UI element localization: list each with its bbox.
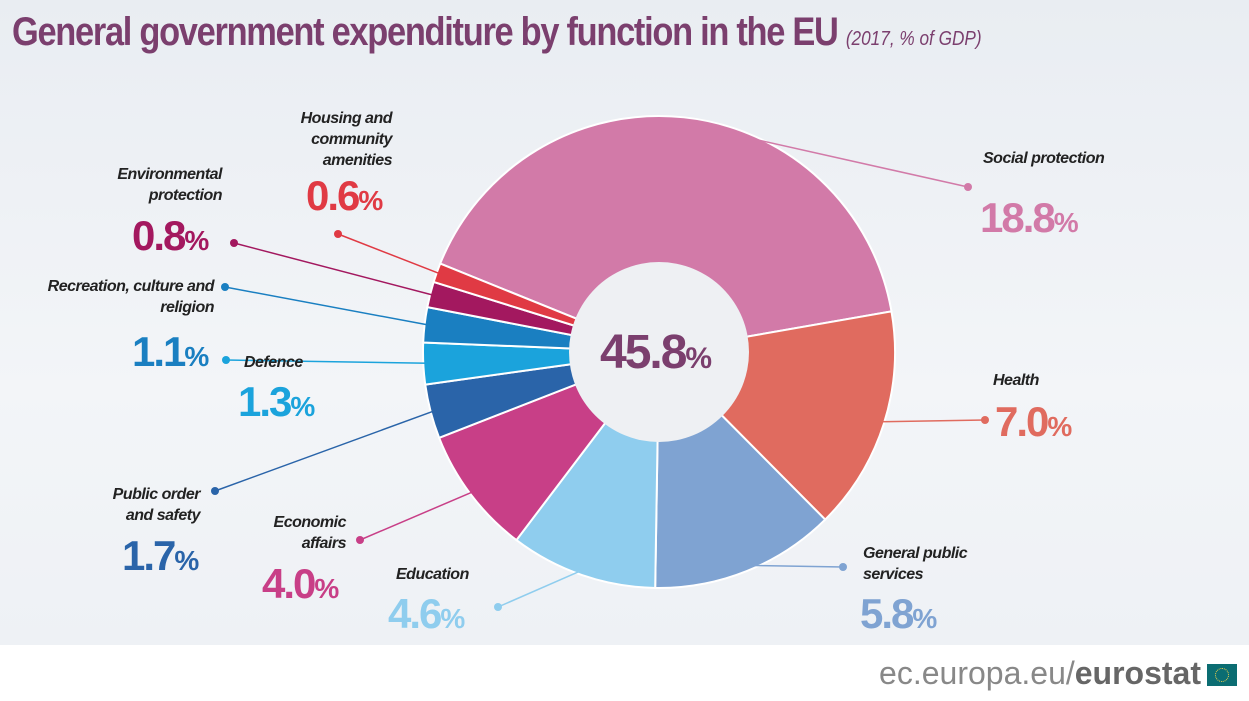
leader-dot xyxy=(356,536,364,544)
leader-dot xyxy=(230,239,238,247)
total-value: 45.8% xyxy=(600,326,712,379)
label-economic-affairs: Economic affairs xyxy=(273,514,347,552)
value-public-order-and-safety: 1.7% xyxy=(122,532,199,579)
leader-line xyxy=(214,409,437,492)
value-social-protection: 18.8% xyxy=(980,194,1079,241)
leader-dot xyxy=(494,603,502,611)
label-general-public-services: General public services xyxy=(863,545,968,583)
leader-dot xyxy=(964,183,972,191)
leader-line xyxy=(683,122,969,188)
value-economic-affairs: 4.0% xyxy=(262,560,339,607)
footer-site[interactable]: ec.europa.eu/ xyxy=(879,655,1075,691)
label-defence: Defence xyxy=(244,354,303,371)
label-social-protection: Social protection xyxy=(983,150,1105,167)
footer-source[interactable]: ec.europa.eu/eurostat xyxy=(879,655,1201,692)
value-recreation-culture-religion: 1.1% xyxy=(132,328,209,375)
leader-line xyxy=(225,359,430,365)
value-defence: 1.3% xyxy=(238,378,315,425)
leader-line xyxy=(497,568,585,608)
chart-subtitle: (2017, % of GDP) xyxy=(845,28,982,50)
leader-line xyxy=(878,419,986,423)
label-public-order-and-safety: Public order and safety xyxy=(112,486,201,524)
leader-line xyxy=(744,564,844,568)
leader-dot xyxy=(222,356,230,364)
eu-flag-icon xyxy=(1207,664,1237,686)
leader-dot xyxy=(839,563,847,571)
leader-line xyxy=(359,489,476,541)
leader-dot xyxy=(211,487,219,495)
leader-line xyxy=(337,233,443,276)
label-housing-community-amenities: Housing and community amenities xyxy=(300,110,393,169)
leader-line xyxy=(233,242,437,297)
label-health: Health xyxy=(993,372,1039,389)
value-environmental-protection: 0.8% xyxy=(132,212,209,259)
donut-hole xyxy=(569,262,749,442)
value-general-public-services: 5.8% xyxy=(860,590,937,637)
title-text: General government expenditure by functi… xyxy=(12,10,839,54)
value-education: 4.6% xyxy=(388,590,465,637)
leader-dot xyxy=(221,283,229,291)
leader-dot xyxy=(334,230,342,238)
footer-brand[interactable]: eurostat xyxy=(1074,655,1201,691)
value-health: 7.0% xyxy=(995,398,1072,445)
leader-line xyxy=(224,286,431,327)
label-environmental-protection: Environmental protection xyxy=(117,166,222,204)
chart-title: General government expenditure by functi… xyxy=(12,10,982,55)
leader-dot xyxy=(981,416,989,424)
label-education: Education xyxy=(396,566,469,583)
label-recreation-culture-religion: Recreation, culture and religion xyxy=(47,278,215,316)
value-housing-community-amenities: 0.6% xyxy=(306,172,383,219)
